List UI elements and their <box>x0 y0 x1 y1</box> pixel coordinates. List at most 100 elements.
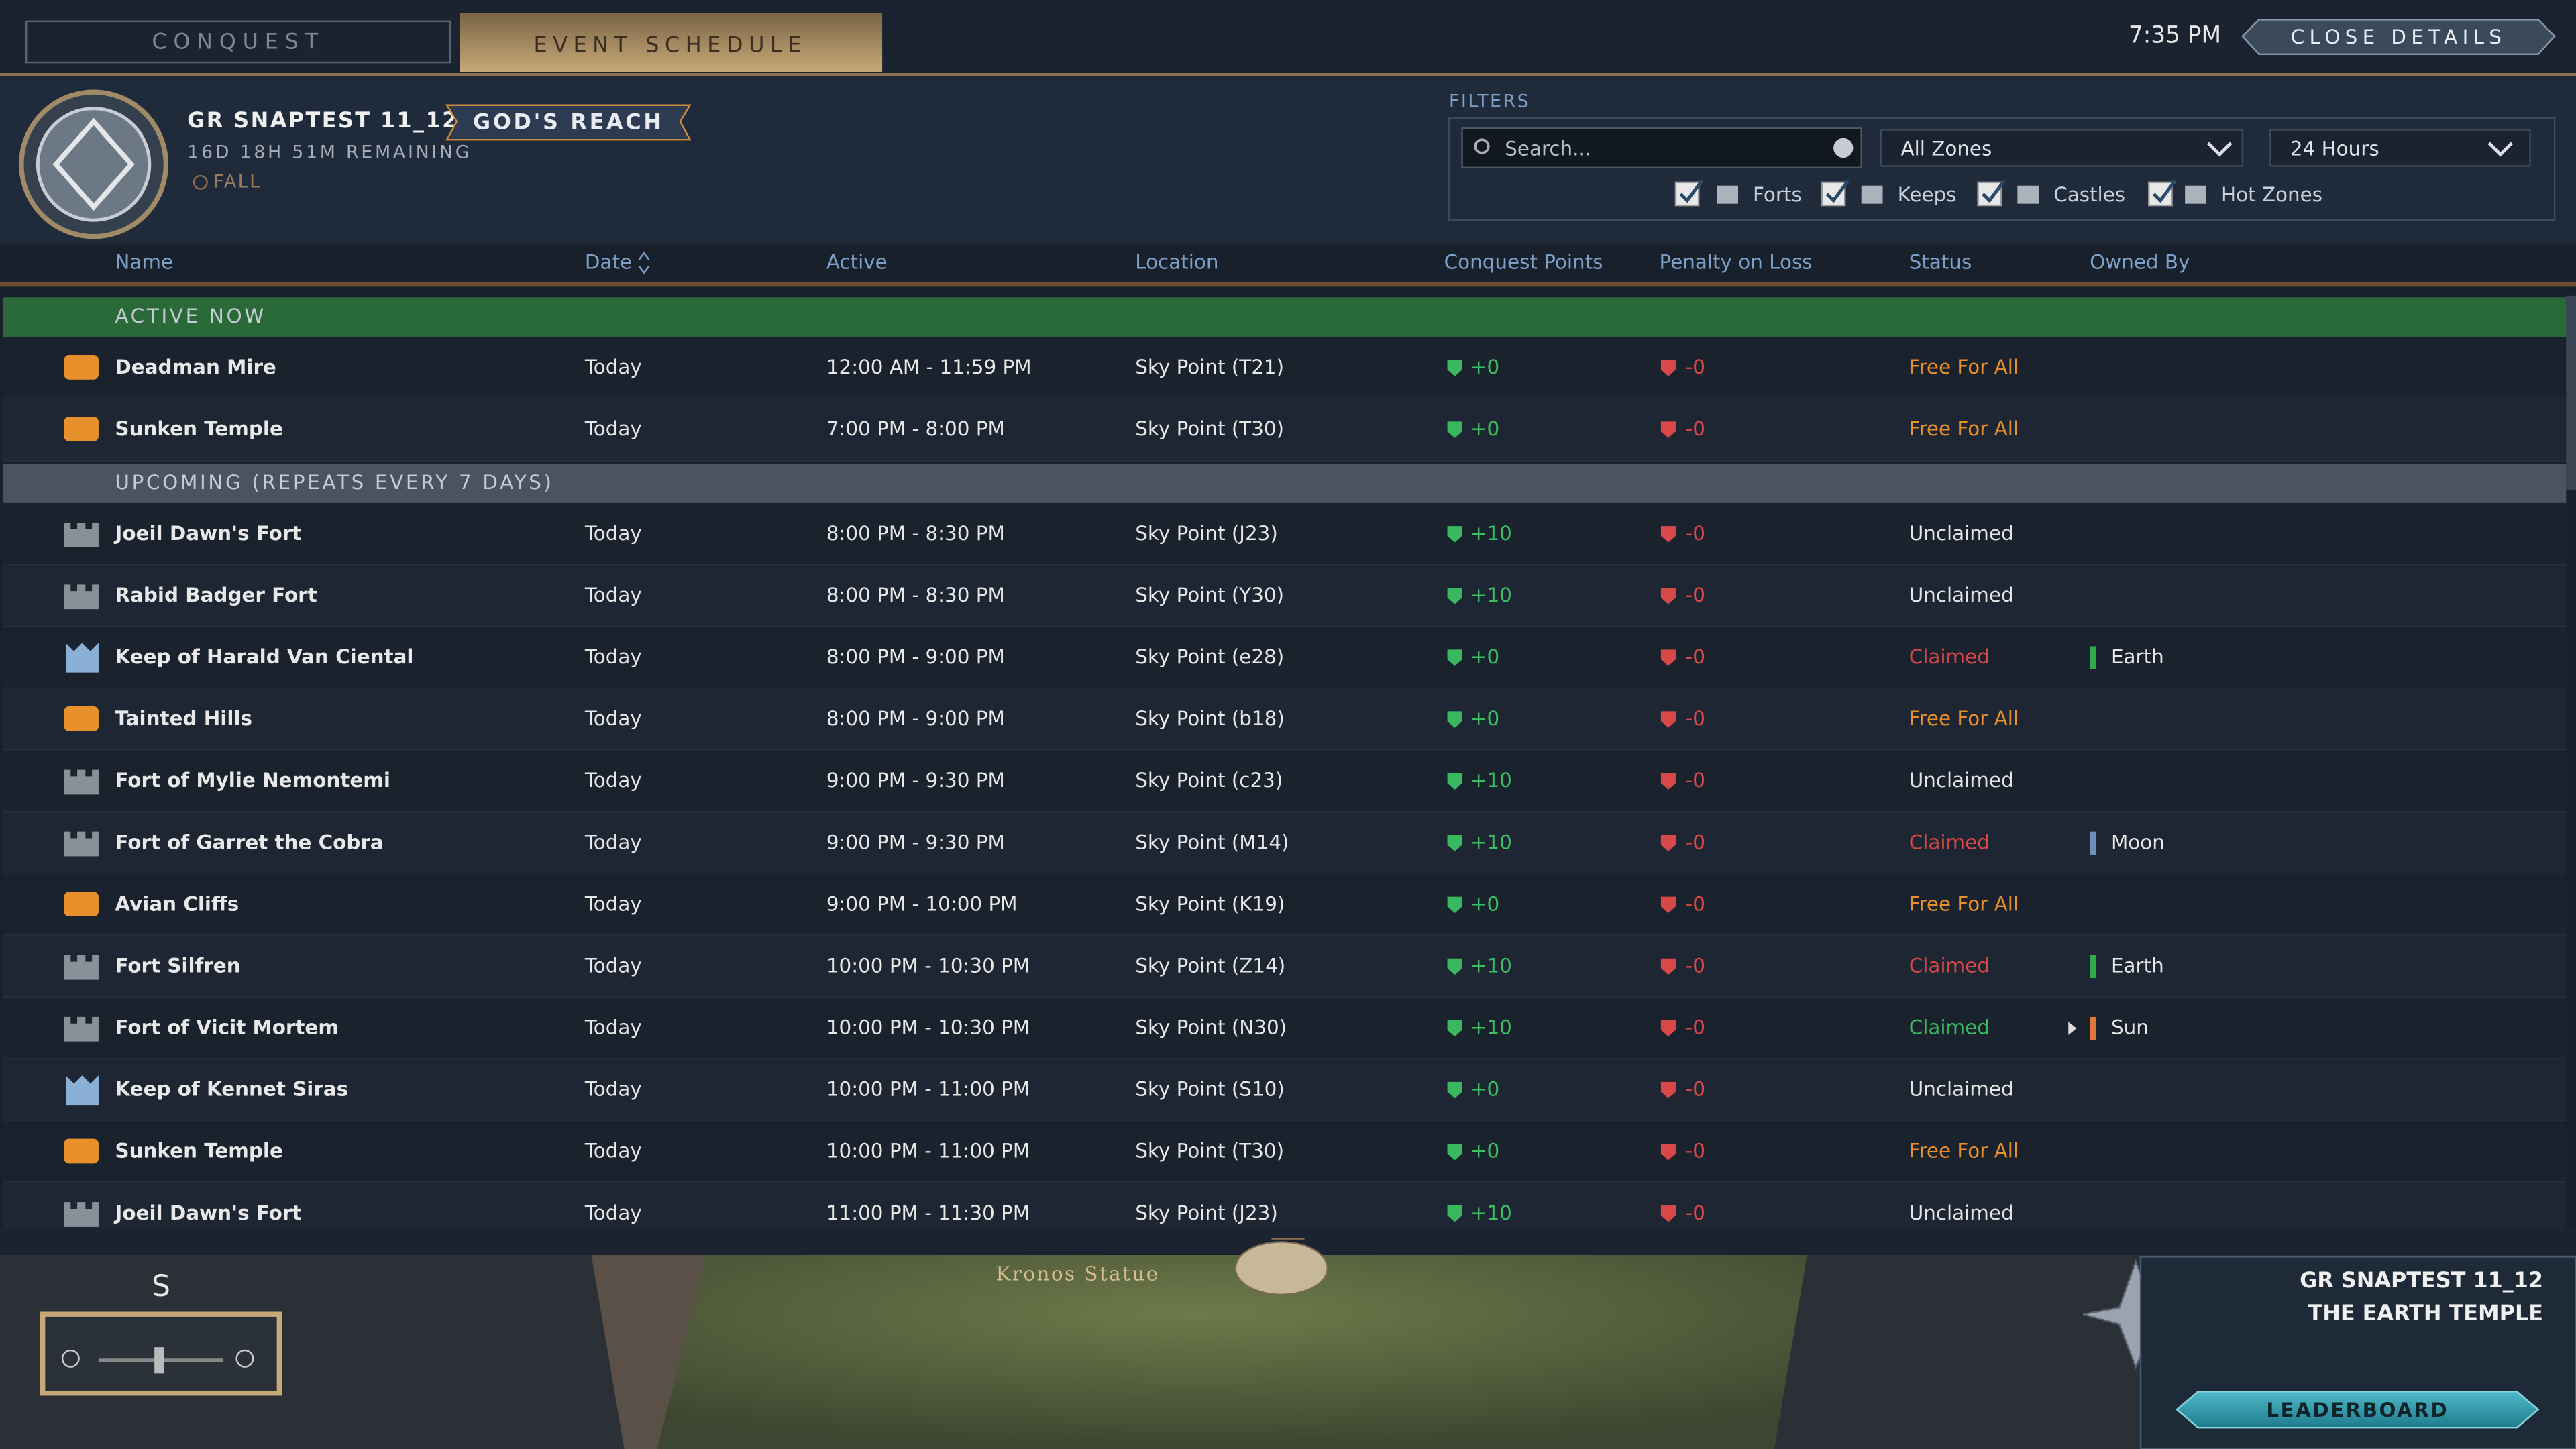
map-landmark: Kronos Statue <box>996 1262 1159 1285</box>
status: Unclaimed <box>1909 769 2014 792</box>
points-icon <box>1447 1205 1462 1222</box>
owner-color <box>2090 1016 2096 1040</box>
location: Sky Point (N30) <box>1135 1016 1287 1039</box>
penalty: -0 <box>1686 356 1705 378</box>
clear-search[interactable] <box>1833 138 1854 158</box>
owner-color <box>2090 831 2096 855</box>
leaderboard-button[interactable] <box>2176 1391 2540 1429</box>
location: Sky Point (J23) <box>1135 522 1278 545</box>
table-row[interactable]: Sunken Temple Today 10:00 PM - 11:00 PM Sky… <box>3 1120 2567 1183</box>
row-background <box>3 502 2567 565</box>
conquest-points: +0 <box>1470 1140 1499 1163</box>
checkbox[interactable] <box>1821 181 1846 207</box>
event-name: Sunken Temple <box>115 417 282 440</box>
filters-box <box>1448 117 2556 221</box>
penalty: -0 <box>1686 830 1705 853</box>
zone-dropdown[interactable] <box>1880 129 2244 167</box>
column-header[interactable]: Conquest Points <box>1444 250 1603 273</box>
event-name: Joeil Dawn's Fort <box>113 1201 301 1224</box>
expand-arrow[interactable] <box>2068 1022 2077 1035</box>
status: Unclaimed <box>1909 522 2014 545</box>
column-header[interactable]: Active <box>826 250 888 273</box>
row-background <box>3 398 2567 461</box>
dropdown-value: 24 Hours <box>2290 137 2379 160</box>
column-header[interactable]: Penalty on Loss <box>1659 250 1812 273</box>
penalty-icon <box>1660 1143 1676 1161</box>
event-date: Today <box>584 830 642 853</box>
status: Free For All <box>1909 417 2019 440</box>
tab-conquest[interactable] <box>25 20 451 64</box>
tab-event-schedule[interactable] <box>460 13 883 72</box>
points-icon <box>1447 1020 1462 1037</box>
table-row[interactable]: Joeil Dawn's Fort Today 8:00 PM - 8:30 PM S… <box>3 502 2567 566</box>
table-row[interactable]: Sunken Temple Today 7:00 PM - 8:00 PM Sky P… <box>3 398 2567 462</box>
penalty: -0 <box>1686 645 1705 668</box>
points-icon <box>1447 896 1462 914</box>
row-background <box>3 1059 2567 1121</box>
column-header[interactable]: Location <box>1135 250 1218 273</box>
active-time: 9:00 PM - 10:00 PM <box>826 892 1018 915</box>
status: Claimed <box>1909 954 1990 977</box>
column-header[interactable]: Status <box>1909 250 1972 273</box>
event-name: Joeil Dawn's Fort <box>113 522 301 545</box>
penalty-icon <box>1660 896 1676 914</box>
points-icon <box>1447 835 1462 852</box>
penalty-icon <box>1660 958 1676 975</box>
active-time: 8:00 PM - 9:00 PM <box>826 707 1005 730</box>
period-dropdown[interactable] <box>2269 129 2531 167</box>
sort-arrow[interactable] <box>638 252 650 274</box>
points-icon <box>1447 711 1462 728</box>
zoom-out[interactable] <box>61 1349 80 1368</box>
statue-icon <box>1234 1241 1328 1296</box>
owner: Earth <box>2111 645 2164 668</box>
status: Free For All <box>1909 356 2019 378</box>
dropdown-arrow <box>2206 142 2233 157</box>
location: Sky Point (J23) <box>1135 1201 1278 1224</box>
row-background <box>3 873 2567 936</box>
table-row[interactable]: Avian Cliffs Today 9:00 PM - 10:00 PM Sky P… <box>3 873 2567 936</box>
penalty: -0 <box>1686 417 1705 440</box>
checkmark <box>1679 179 1704 203</box>
zoom-in[interactable] <box>235 1349 254 1368</box>
filter-icon <box>2185 185 2206 204</box>
section-band <box>3 297 2567 337</box>
checkmark <box>1825 179 1850 203</box>
conquest-points: +0 <box>1470 707 1499 730</box>
event-date: Today <box>584 769 642 792</box>
table-row[interactable]: Tainted Hills Today 8:00 PM - 9:00 PM Sky P… <box>3 688 2567 751</box>
table-row[interactable]: Deadman Mire Today 12:00 AM - 11:59 PM Sky … <box>3 337 2567 400</box>
penalty-icon <box>1660 1020 1676 1037</box>
scrollbar[interactable] <box>2566 295 2576 490</box>
column-header[interactable]: Owned By <box>2090 250 2190 273</box>
table-row[interactable]: Fort of Garret the Cobra Today 9:00 PM - 9… <box>3 812 2567 875</box>
table-row[interactable]: Keep of Kennet Siras Today 10:00 PM - 11:0… <box>3 1059 2567 1122</box>
table-row[interactable]: Fort of Vicit Mortem Today 10:00 PM - 10:3… <box>3 997 2567 1060</box>
search-box[interactable] <box>1461 127 1862 169</box>
conquest-points: +0 <box>1470 645 1499 668</box>
conquest-points: +0 <box>1470 356 1499 378</box>
table-row[interactable]: Fort of Mylie Nemontemi Today 9:00 PM - 9:… <box>3 750 2567 813</box>
active-time: 10:00 PM - 10:30 PM <box>826 1016 1030 1039</box>
owner-color <box>2090 955 2096 979</box>
points-icon <box>1447 958 1462 975</box>
penalty: -0 <box>1686 1078 1705 1101</box>
table-row[interactable]: Fort Silfren Today 10:00 PM - 10:30 PM Sky … <box>3 935 2567 998</box>
button-label: LEADERBOARD <box>2266 1399 2449 1421</box>
compass-letter: S <box>152 1269 170 1303</box>
active-time: 9:00 PM - 9:30 PM <box>826 830 1005 853</box>
column-header[interactable]: Date <box>585 250 632 273</box>
close-button[interactable] <box>2241 19 2556 56</box>
zoom-slider[interactable] <box>154 1347 164 1374</box>
event-date: Today <box>584 954 642 977</box>
event-date: Today <box>584 522 642 545</box>
table-row[interactable]: Rabid Badger Fort Today 8:00 PM - 8:30 PM S… <box>3 564 2567 628</box>
points-icon <box>1447 649 1462 666</box>
location: Sky Point (T30) <box>1135 1140 1284 1163</box>
dropdown-arrow <box>2487 142 2514 157</box>
search-placeholder: Search... <box>1505 137 1591 160</box>
table-row[interactable]: Keep of Harald Van Ciental Today 8:00 PM -… <box>3 627 2567 690</box>
event-name: Rabid Badger Fort <box>115 584 317 606</box>
checkbox-label: Castles <box>2053 183 2125 206</box>
column-header[interactable]: Name <box>115 250 173 273</box>
